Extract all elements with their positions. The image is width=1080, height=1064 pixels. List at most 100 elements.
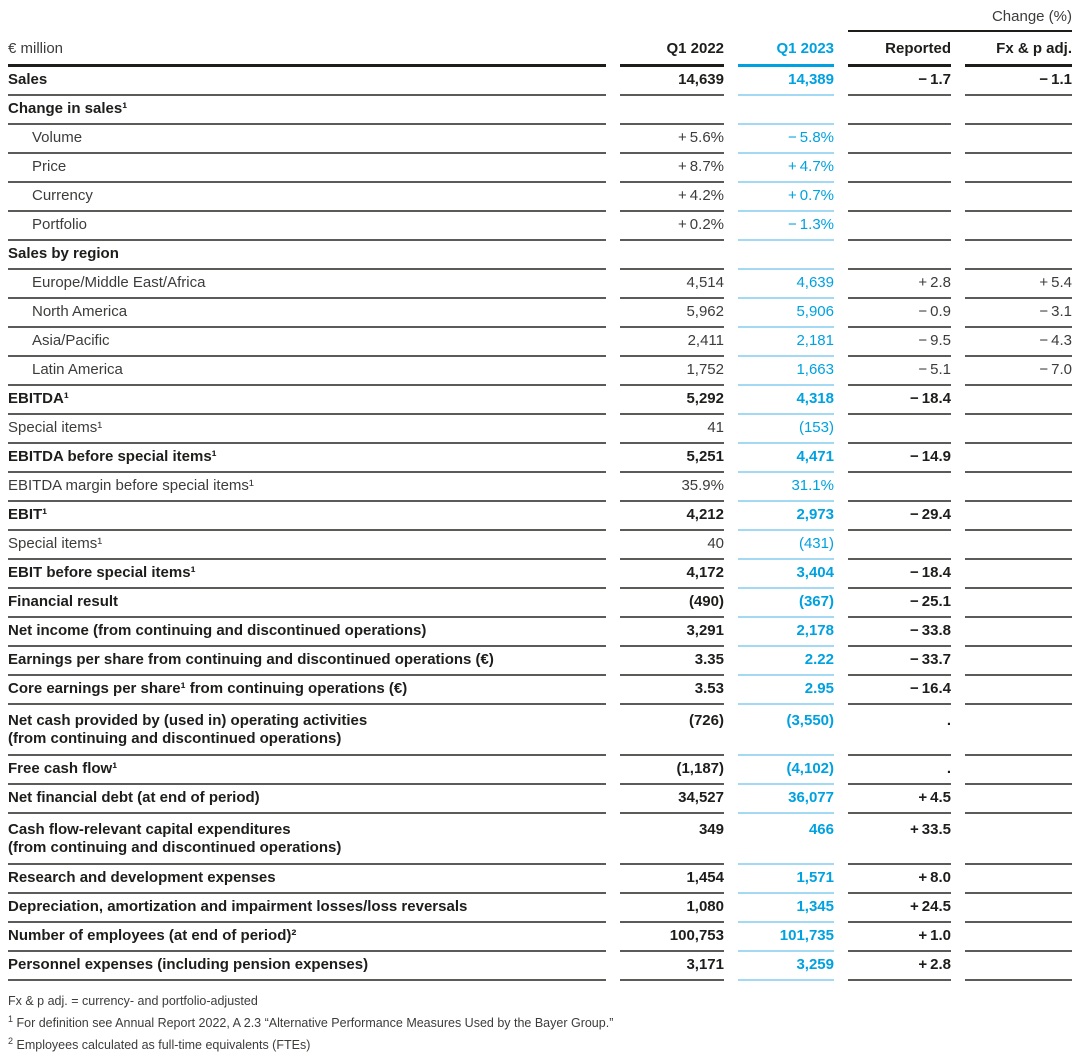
cell-reported: − 14.9 <box>848 444 951 473</box>
row-label: EBIT before special items¹ <box>8 560 606 589</box>
cell-q1-2023: 4,639 <box>738 270 834 299</box>
cell-fx-p-adj <box>965 647 1072 676</box>
cell-fx-p-adj <box>965 894 1072 923</box>
row-label: Europe/Middle East/Africa <box>8 270 606 299</box>
cell-reported: + 33.5 <box>848 814 951 865</box>
table-row: Net financial debt (at end of period) 34,… <box>8 785 1072 814</box>
cell-fx-p-adj <box>965 676 1072 705</box>
cell-fx-p-adj <box>965 756 1072 785</box>
row-label: Number of employees (at end of period)² <box>8 923 606 952</box>
cell-fx-p-adj <box>965 589 1072 618</box>
cell-reported <box>848 96 951 125</box>
cell-q1-2022: + 4.2% <box>620 183 724 212</box>
row-label: Special items¹ <box>8 531 606 560</box>
row-label: EBIT¹ <box>8 502 606 531</box>
cell-q1-2023: + 0.7% <box>738 183 834 212</box>
row-label: Asia/Pacific <box>8 328 606 357</box>
row-label-line: Free cash flow¹ <box>8 760 118 777</box>
cell-fx-p-adj <box>965 705 1072 756</box>
row-label: Sales <box>8 67 606 96</box>
cell-q1-2023: 2.22 <box>738 647 834 676</box>
cell-q1-2023: (3,550) <box>738 705 834 756</box>
cell-q1-2022: 40 <box>620 531 724 560</box>
row-label: Price <box>8 154 606 183</box>
row-label-line: Portfolio <box>32 216 88 233</box>
row-label-line: Sales by region <box>8 245 119 262</box>
row-label-line: Financial result <box>8 593 119 610</box>
row-label-line: EBIT before special items¹ <box>8 564 196 581</box>
cell-q1-2023: 466 <box>738 814 834 865</box>
table-row: Net cash provided by (used in) operating… <box>8 705 1072 756</box>
cell-q1-2022: 1,454 <box>620 865 724 894</box>
cell-q1-2023: 1,571 <box>738 865 834 894</box>
column-header-reported: Reported <box>848 32 951 67</box>
cell-q1-2023: 3,404 <box>738 560 834 589</box>
cell-q1-2023: 2,973 <box>738 502 834 531</box>
cell-reported: + 2.8 <box>848 270 951 299</box>
table-row: Special items¹ 41 (153) <box>8 415 1072 444</box>
table-row: Sales 14,639 14,389 − 1.7 − 1.1 <box>8 67 1072 96</box>
cell-q1-2022: + 8.7% <box>620 154 724 183</box>
table-row: Volume + 5.6% − 5.8% <box>8 125 1072 154</box>
row-label-line: Asia/Pacific <box>32 332 110 349</box>
cell-reported: − 18.4 <box>848 560 951 589</box>
cell-q1-2022: 4,172 <box>620 560 724 589</box>
cell-fx-p-adj: − 1.1 <box>965 67 1072 96</box>
row-label: Special items¹ <box>8 415 606 444</box>
cell-fx-p-adj <box>965 952 1072 981</box>
footnote-text: Fx & p adj. = currency- and portfolio-ad… <box>8 994 258 1008</box>
cell-q1-2022: 5,251 <box>620 444 724 473</box>
cell-q1-2023: 4,318 <box>738 386 834 415</box>
footnote-fx-definition: Fx & p adj. = currency- and portfolio-ad… <box>8 990 1072 1012</box>
footnote-marker: 1 <box>8 1013 14 1024</box>
cell-q1-2023: − 5.8% <box>738 125 834 154</box>
cell-reported: − 0.9 <box>848 299 951 328</box>
cell-fx-p-adj <box>965 473 1072 502</box>
cell-fx-p-adj <box>965 618 1072 647</box>
cell-fx-p-adj <box>965 444 1072 473</box>
cell-q1-2023: 1,345 <box>738 894 834 923</box>
cell-q1-2023: 14,389 <box>738 67 834 96</box>
table-row: Asia/Pacific 2,411 2,181 − 9.5 − 4.3 <box>8 328 1072 357</box>
cell-q1-2022: 1,080 <box>620 894 724 923</box>
table-row: Personnel expenses (including pension ex… <box>8 952 1072 981</box>
row-label-line: Core earnings per share¹ from continuing… <box>8 680 408 697</box>
column-header-q1-2023: Q1 2023 <box>738 32 834 67</box>
cell-q1-2023: 1,663 <box>738 357 834 386</box>
cell-q1-2022: 4,212 <box>620 502 724 531</box>
cell-q1-2023: (4,102) <box>738 756 834 785</box>
cell-q1-2022: 5,962 <box>620 299 724 328</box>
table-body: Sales 14,639 14,389 − 1.7 − 1.1 Change in sal… <box>8 67 1072 981</box>
cell-fx-p-adj: − 3.1 <box>965 299 1072 328</box>
cell-fx-p-adj <box>965 125 1072 154</box>
row-label: Core earnings per share¹ from continuing… <box>8 676 606 705</box>
row-label-line: Cash flow-relevant capital expenditures <box>8 821 291 838</box>
table-row: Core earnings per share¹ from continuing… <box>8 676 1072 705</box>
table-row: Portfolio + 0.2% − 1.3% <box>8 212 1072 241</box>
row-label: EBITDA before special items¹ <box>8 444 606 473</box>
change-header-band: Change (%) <box>8 6 1072 32</box>
cell-fx-p-adj: + 5.4 <box>965 270 1072 299</box>
column-header-row: € million Q1 2022 Q1 2023 Reported Fx & … <box>8 32 1072 67</box>
table-row: EBITDA before special items¹ 5,251 4,471 − … <box>8 444 1072 473</box>
cell-reported <box>848 125 951 154</box>
row-label: EBITDA¹ <box>8 386 606 415</box>
row-label-line: Special items¹ <box>8 535 103 552</box>
cell-fx-p-adj <box>965 502 1072 531</box>
row-label-line: Price <box>32 158 67 175</box>
cell-reported: . <box>848 705 951 756</box>
cell-q1-2022: 34,527 <box>620 785 724 814</box>
table-row: EBITDA margin before special items¹ 35.9%… <box>8 473 1072 502</box>
cell-q1-2023: 3,259 <box>738 952 834 981</box>
table-row: Cash flow-relevant capital expenditures(… <box>8 814 1072 865</box>
row-label: Sales by region <box>8 241 606 270</box>
row-label-line: Research and development expenses <box>8 869 276 886</box>
row-label-line: Number of employees (at end of period)² <box>8 927 297 944</box>
cell-q1-2023: 5,906 <box>738 299 834 328</box>
row-label-line: Currency <box>32 187 93 204</box>
cell-reported: + 8.0 <box>848 865 951 894</box>
row-label: Personnel expenses (including pension ex… <box>8 952 606 981</box>
row-label-line: (from continuing and discontinued operat… <box>8 839 342 856</box>
cell-q1-2023: (431) <box>738 531 834 560</box>
row-label: Net financial debt (at end of period) <box>8 785 606 814</box>
